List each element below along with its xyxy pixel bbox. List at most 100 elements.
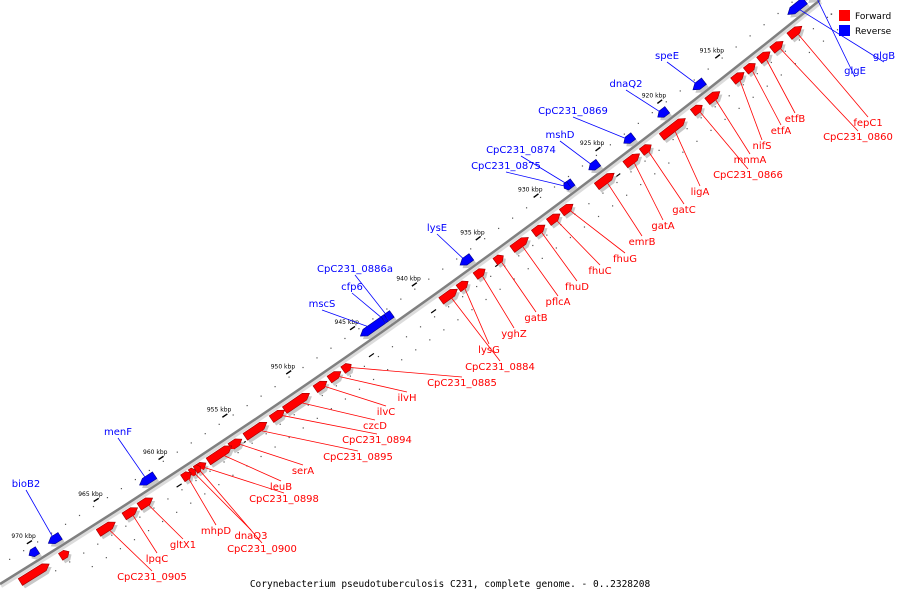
gene-label: leuB bbox=[270, 482, 292, 493]
gene-arrow[interactable] bbox=[593, 172, 615, 191]
leader-line bbox=[666, 61, 699, 86]
leader-line bbox=[347, 366, 463, 378]
gene-label: menF bbox=[104, 427, 132, 438]
gene-arrow[interactable] bbox=[704, 91, 721, 105]
gene-arrow[interactable] bbox=[95, 521, 116, 537]
tick-mark bbox=[411, 282, 418, 287]
reverse-gene: menF bbox=[104, 427, 160, 489]
gene-arrow[interactable] bbox=[545, 213, 561, 226]
guide-dot bbox=[541, 257, 543, 259]
gene-label: yghZ bbox=[501, 329, 527, 340]
guide-dot bbox=[358, 328, 360, 330]
gene-arrow[interactable] bbox=[136, 497, 154, 511]
guide-dot bbox=[190, 502, 192, 504]
guide-dot bbox=[637, 122, 639, 125]
guide-dot bbox=[567, 175, 570, 178]
leader-line bbox=[817, 0, 856, 78]
guide-dot bbox=[358, 388, 361, 390]
gene-arrow[interactable] bbox=[692, 77, 707, 91]
guide-dot bbox=[484, 238, 486, 240]
gene-arrow[interactable] bbox=[769, 41, 784, 54]
guide-dot bbox=[668, 162, 670, 164]
gene-arrow[interactable] bbox=[689, 104, 703, 117]
gene-arrow[interactable] bbox=[638, 144, 652, 156]
guide-dot bbox=[372, 378, 375, 381]
gene-arrow[interactable] bbox=[359, 316, 386, 337]
gene-label: czcD bbox=[363, 421, 387, 432]
gene-arrow[interactable] bbox=[58, 549, 70, 561]
reverse-gene: bioB2 bbox=[12, 479, 65, 547]
gene-arrow[interactable] bbox=[312, 380, 328, 393]
leader-line bbox=[186, 475, 217, 526]
guide-dot bbox=[274, 446, 276, 448]
leader-line bbox=[498, 258, 537, 313]
forward-gene: lpqC bbox=[121, 507, 168, 565]
gene-arrow[interactable] bbox=[492, 254, 504, 266]
gene-arrow[interactable] bbox=[509, 237, 529, 253]
leader-line bbox=[505, 171, 567, 187]
guide-dot bbox=[583, 226, 586, 228]
gene-arrow[interactable] bbox=[623, 132, 637, 144]
gene-arrow[interactable] bbox=[205, 445, 233, 466]
gene-arrow[interactable] bbox=[530, 224, 546, 238]
guide-dot bbox=[232, 414, 234, 416]
guide-dot bbox=[780, 74, 782, 76]
gene-arrow[interactable] bbox=[17, 563, 50, 586]
gene-arrow[interactable] bbox=[242, 422, 268, 441]
gene-arrow[interactable] bbox=[282, 392, 310, 414]
guide-dot bbox=[419, 326, 422, 328]
gene-arrow[interactable] bbox=[326, 371, 342, 384]
gene-label: lpqC bbox=[146, 554, 168, 565]
gene-arrow[interactable] bbox=[786, 25, 803, 40]
leader-line bbox=[321, 309, 372, 329]
guide-dot bbox=[204, 493, 206, 495]
gene-arrow[interactable] bbox=[787, 0, 808, 15]
gene-arrow[interactable] bbox=[455, 280, 469, 293]
guide-dot bbox=[162, 520, 164, 523]
gene-arrow[interactable] bbox=[180, 471, 192, 483]
gene-arrow[interactable] bbox=[588, 158, 602, 171]
guide-dot bbox=[539, 196, 542, 199]
guide-dot bbox=[181, 489, 183, 491]
guide-dot bbox=[728, 95, 730, 97]
gene-arrow[interactable] bbox=[658, 118, 686, 141]
gene-arrow[interactable] bbox=[756, 51, 771, 65]
gene-arrow[interactable] bbox=[268, 409, 286, 423]
tick-mark bbox=[595, 146, 601, 152]
gene-arrow[interactable] bbox=[438, 288, 458, 305]
gene-arrow[interactable] bbox=[472, 268, 486, 280]
guide-dot bbox=[401, 359, 403, 361]
forward-gene: CpC231_0866 bbox=[689, 104, 783, 181]
gene-arrow[interactable] bbox=[459, 253, 475, 266]
gene-arrow[interactable] bbox=[28, 546, 41, 558]
gene-arrow[interactable] bbox=[121, 507, 139, 521]
gene-arrow[interactable] bbox=[742, 63, 756, 75]
tick-label: 935 kbp bbox=[460, 229, 485, 236]
leader-line bbox=[520, 155, 569, 186]
guide-dot bbox=[246, 404, 248, 407]
gene-arrow[interactable] bbox=[139, 471, 158, 486]
gene-label: fepC1 bbox=[853, 118, 882, 129]
gene-arrow[interactable] bbox=[192, 464, 201, 474]
gene-arrow[interactable] bbox=[558, 203, 574, 217]
guide-dot bbox=[316, 417, 318, 419]
guide-dot bbox=[119, 548, 122, 550]
guide-dot bbox=[784, 50, 786, 52]
gene-arrow[interactable] bbox=[563, 181, 572, 191]
leader-line bbox=[320, 384, 387, 407]
leader-line bbox=[554, 217, 601, 266]
gene-arrow[interactable] bbox=[622, 153, 641, 169]
guide-dot bbox=[724, 118, 726, 121]
gene-shadow bbox=[789, 29, 805, 43]
gene-label: gatA bbox=[651, 221, 674, 232]
gene-arrow[interactable] bbox=[657, 106, 671, 118]
guide-dot bbox=[429, 339, 431, 341]
guide-dot bbox=[260, 395, 262, 397]
forward-gene: fepC1 bbox=[786, 25, 883, 129]
gene-arrow[interactable] bbox=[730, 72, 745, 85]
forward-gene: ligA bbox=[658, 118, 710, 198]
gene-label: CpC231_0898 bbox=[249, 494, 319, 505]
gene-label: cfp6 bbox=[341, 282, 363, 293]
leader-line bbox=[296, 401, 376, 421]
leader-line bbox=[200, 465, 285, 494]
